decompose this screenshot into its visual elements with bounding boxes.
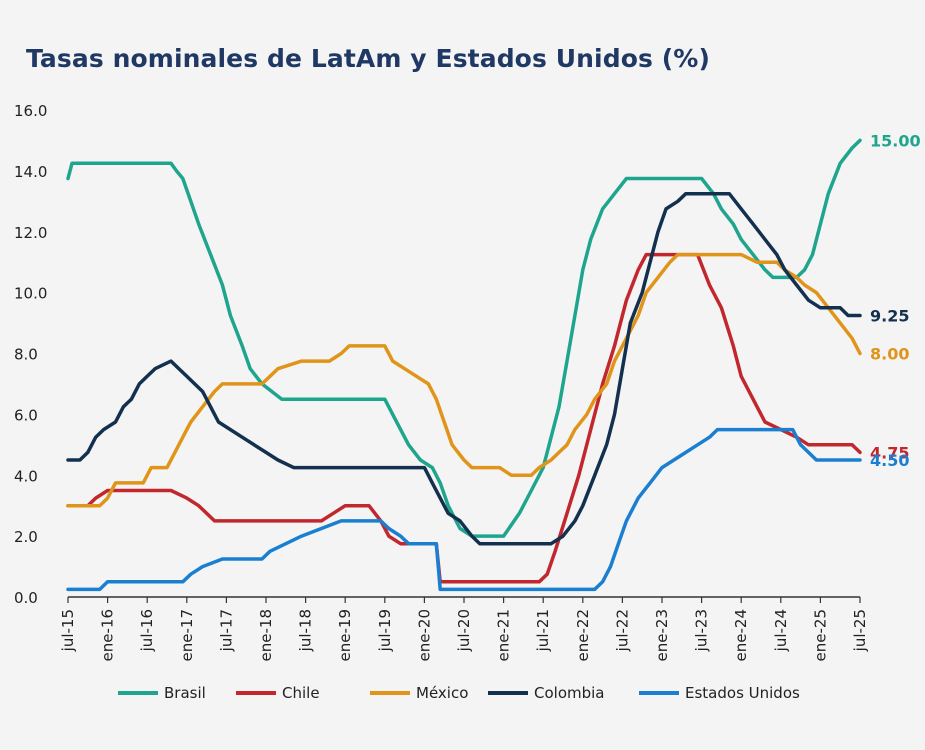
x-tick-label: ene-22 [574,609,592,661]
end-label-colombia: 9.25 [870,306,909,325]
x-tick-label: jul-20 [455,609,473,652]
x-tick-label: ene-19 [336,609,354,661]
legend: Brasil Chile México Colombia Estados Unidos [118,684,800,702]
end-label-brasil: 15.00 [870,131,921,150]
x-tick-label: jul-15 [59,609,77,652]
x-tick-label: ene-24 [732,609,750,661]
x-tick-label: jul-17 [217,609,235,652]
end-labels: 15.00 4.75 8.00 9.25 4.50 [870,131,921,470]
chart-title: Tasas nominales de LatAm y Estados Unido… [26,44,710,73]
series-line-estados-unidos [66,427,862,592]
x-tick-label: ene-20 [415,609,433,661]
x-tick-label: jul-16 [138,609,156,652]
x-tick-label: jul-19 [376,609,394,652]
end-label-chile: 4.75 [870,443,909,462]
series-line-mexico [66,252,862,508]
y-tick-label: 8.0 [14,346,38,364]
legend-label-brasil: Brasil [164,684,206,702]
y-tick-label: 6.0 [14,406,38,424]
x-tick-label: ene-18 [257,609,275,661]
y-tick-label: 10.0 [14,285,47,303]
legend-label-estados-unidos: Estados Unidos [685,684,800,702]
end-label-estados-unidos: 4.50 [870,451,909,470]
y-tick-label: 12.0 [14,224,47,242]
legend-label-chile: Chile [282,684,320,702]
series-line-colombia [66,191,862,546]
y-tick-label: 2.0 [14,528,38,546]
end-label-mexico: 8.00 [870,345,909,364]
x-axis: jul-15 ene-16 jul-16 ene-17 jul-17 ene-18 jul-… [59,596,869,661]
x-tick-label: jul-22 [613,609,631,652]
y-tick-label: 4.0 [14,467,38,485]
x-tick-label: ene-23 [653,609,671,661]
legend-label-mexico: México [416,684,468,702]
x-tick-label: jul-18 [297,609,315,652]
series-layer [66,138,862,592]
series-line-chile [66,252,862,584]
x-tick-label: ene-25 [811,609,829,661]
x-tick-label: ene-21 [495,609,513,661]
x-tick-label: jul-21 [534,609,552,652]
series-line-brasil [66,138,862,538]
y-axis: 0.0 2.0 4.0 6.0 8.0 10.0 12.0 14.0 16.0 [14,102,47,607]
x-tick-label: jul-25 [851,609,869,652]
x-tick-label: jul-23 [693,609,711,652]
legend-label-colombia: Colombia [534,684,605,702]
y-tick-label: 0.0 [14,589,38,607]
y-tick-label: 14.0 [14,163,47,181]
x-tick-label: ene-16 [99,609,117,661]
x-tick-label: ene-17 [178,609,196,661]
x-tick-label: jul-24 [772,609,790,652]
y-tick-label: 16.0 [14,102,47,120]
